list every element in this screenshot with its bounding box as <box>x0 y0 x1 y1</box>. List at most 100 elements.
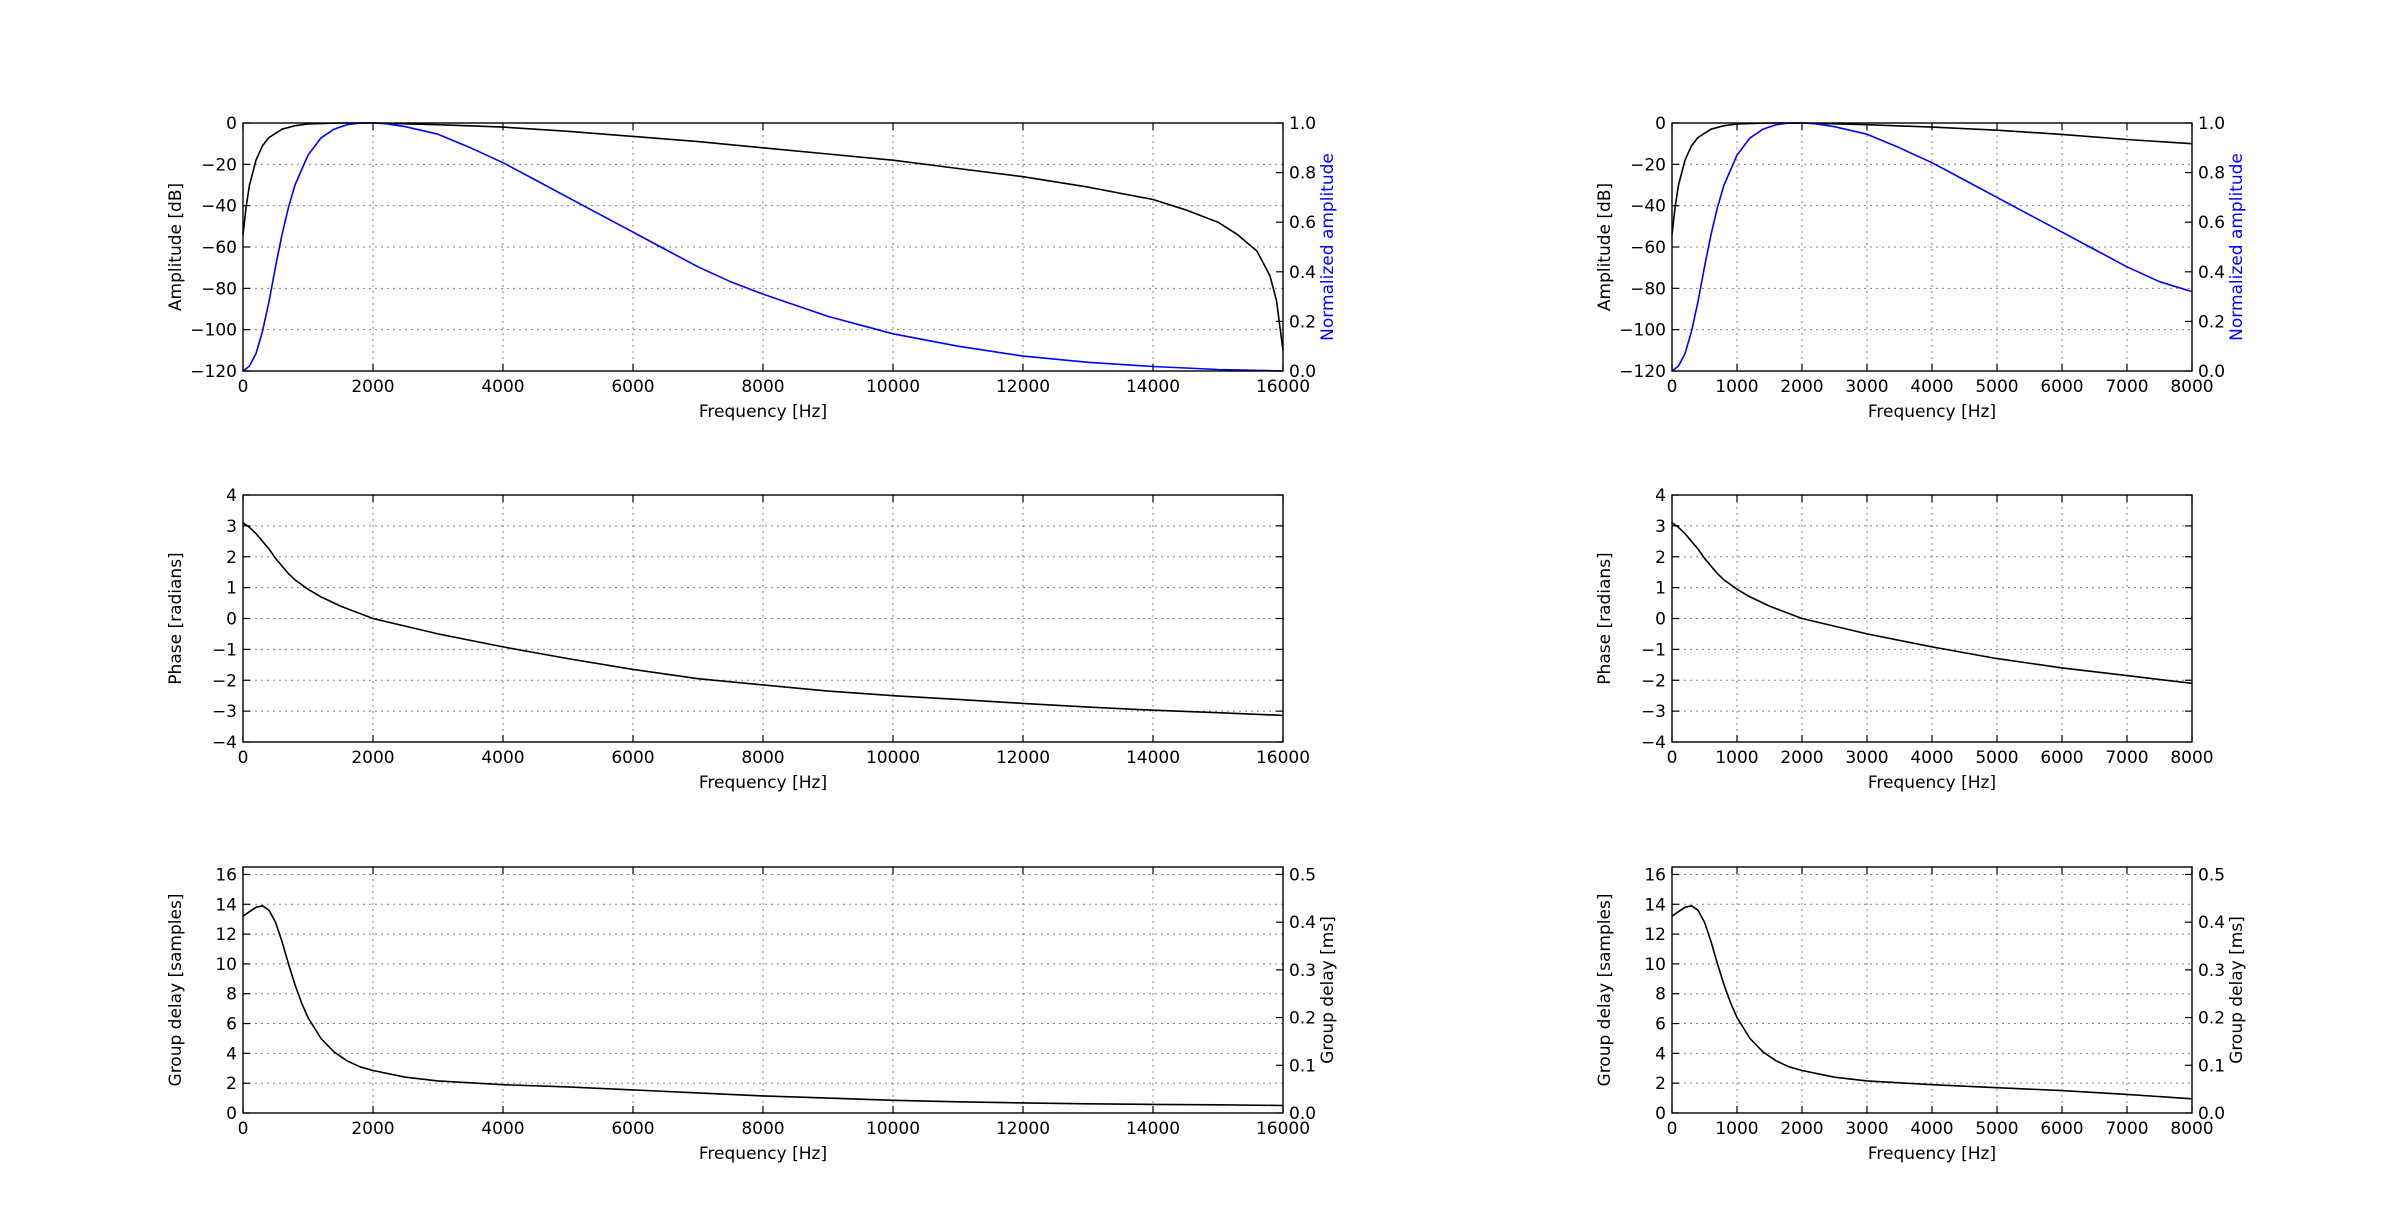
y-tick-label: −80 <box>1630 279 1666 299</box>
x-tick-label: 8000 <box>741 748 784 768</box>
x-axis-label: Frequency [Hz] <box>699 773 827 793</box>
x-tick-label: 7000 <box>2105 377 2148 397</box>
y2-tick-label: 0.8 <box>2198 164 2225 184</box>
y-tick-label: 8 <box>226 985 237 1005</box>
x-axis-label: Frequency [Hz] <box>1868 402 1996 422</box>
y2-tick-label: 0.1 <box>2198 1056 2225 1076</box>
y-tick-label: 4 <box>226 486 237 506</box>
y-tick-label: 0 <box>226 1104 237 1124</box>
subplot-right-group-delay: 0 1000 2000 3000 4000 5000 6000 7000 8000 0 2 4 6 8 10… <box>1595 865 2247 1164</box>
x-tick-label: 6000 <box>611 748 654 768</box>
x-tick-label: 6000 <box>2040 748 2083 768</box>
y-tick-label: 3 <box>1655 517 1666 537</box>
x-tick-label: 4000 <box>1910 748 1953 768</box>
y2-tick-label: 0.2 <box>2198 1009 2225 1029</box>
series-line <box>1671 904 2193 1100</box>
subplot-left-phase: 0 2000 4000 6000 8000 10000 12000 14000 16000 −4 −… <box>166 486 1310 793</box>
x-tick-label: 3000 <box>1845 748 1888 768</box>
y2-axis-label: Group delay [ms] <box>2227 916 2247 1064</box>
x-tick-label: 8000 <box>741 377 784 397</box>
y-tick-label: −40 <box>201 197 237 217</box>
y-tick-label: −1 <box>1641 640 1666 660</box>
y2-axis-label: Group delay [ms] <box>1318 916 1338 1064</box>
y2-tick-label: 0.5 <box>1289 865 1316 885</box>
x-tick-label: 6000 <box>611 377 654 397</box>
x-tick-label: 8000 <box>2170 1119 2213 1139</box>
y2-tick-label: 0.5 <box>2198 865 2225 885</box>
y-axis-label: Group delay [samples] <box>1595 894 1615 1087</box>
x-tick-label: 12000 <box>996 377 1050 397</box>
x-tick-label: 7000 <box>2105 748 2148 768</box>
y-tick-label: 4 <box>226 1044 237 1064</box>
x-tick-label: 4000 <box>481 1119 524 1139</box>
x-tick-label: 2000 <box>351 1119 394 1139</box>
y2-tick-label: 0.1 <box>1289 1056 1316 1076</box>
y-tick-label: −4 <box>212 733 237 753</box>
x-tick-label: 16000 <box>1256 748 1310 768</box>
subplot-right-phase: 0 1000 2000 3000 4000 5000 6000 7000 8000 −4 −3 −2 −… <box>1595 486 2214 793</box>
x-tick-label: 6000 <box>2040 1119 2083 1139</box>
y-tick-label: −60 <box>201 238 237 258</box>
x-tick-label: 0 <box>238 1119 249 1139</box>
y2-tick-label: 0.2 <box>1289 312 1316 332</box>
x-tick-label: 16000 <box>1256 377 1310 397</box>
y-tick-label: −80 <box>201 279 237 299</box>
x-tick-label: 14000 <box>1126 748 1180 768</box>
x-tick-label: 4000 <box>481 377 524 397</box>
x-tick-label: 4000 <box>1910 377 1953 397</box>
x-tick-label: 10000 <box>866 377 920 397</box>
x-tick-label: 7000 <box>2105 1119 2148 1139</box>
x-tick-label: 3000 <box>1845 377 1888 397</box>
y2-tick-label: 1.0 <box>2198 114 2225 134</box>
y2-axis-label: Normalized amplitude <box>1318 153 1338 341</box>
y-tick-label: −120 <box>190 362 237 382</box>
x-tick-label: 8000 <box>2170 377 2213 397</box>
y-tick-label: −20 <box>1630 155 1666 175</box>
y2-tick-label: 0.4 <box>1289 263 1316 283</box>
x-tick-label: 2000 <box>351 748 394 768</box>
y-axis-label: Phase [radians] <box>1595 552 1615 684</box>
y-tick-label: 0 <box>226 114 237 134</box>
subplot-right-amplitude: 0 1000 2000 3000 4000 5000 6000 7000 8000 −120 −10… <box>1595 114 2247 422</box>
y-tick-label: 14 <box>1644 895 1666 915</box>
y-tick-label: −2 <box>212 671 237 691</box>
y-tick-label: −4 <box>1641 733 1666 753</box>
y-tick-label: −20 <box>201 155 237 175</box>
y2-tick-label: 0.0 <box>2198 362 2225 382</box>
x-tick-label: 0 <box>238 748 249 768</box>
x-tick-label: 8000 <box>741 1119 784 1139</box>
y-tick-label: 1 <box>226 579 237 599</box>
y-tick-label: 0 <box>1655 114 1666 134</box>
y-tick-label: 2 <box>1655 1074 1666 1094</box>
x-tick-label: 10000 <box>866 748 920 768</box>
x-tick-label: 0 <box>1667 1119 1678 1139</box>
y-tick-label: 2 <box>1655 548 1666 568</box>
x-tick-label: 14000 <box>1126 1119 1180 1139</box>
x-axis-label: Frequency [Hz] <box>1868 1144 1996 1164</box>
y-tick-label: −60 <box>1630 238 1666 258</box>
y-tick-label: −100 <box>1619 321 1666 341</box>
x-tick-label: 16000 <box>1256 1119 1310 1139</box>
y2-tick-label: 0.0 <box>2198 1104 2225 1124</box>
y-tick-label: 12 <box>1644 925 1666 945</box>
y-tick-label: −100 <box>190 321 237 341</box>
x-tick-label: 0 <box>238 377 249 397</box>
x-tick-label: 2000 <box>1780 1119 1823 1139</box>
y-tick-label: −3 <box>212 702 237 722</box>
y-tick-label: 14 <box>215 895 237 915</box>
y-tick-label: 16 <box>215 865 237 885</box>
x-tick-label: 12000 <box>996 748 1050 768</box>
y2-tick-label: 0.6 <box>1289 213 1316 233</box>
y-tick-label: 16 <box>1644 865 1666 885</box>
x-tick-label: 1000 <box>1715 377 1758 397</box>
y2-tick-label: 0.8 <box>1289 164 1316 184</box>
x-tick-label: 5000 <box>1975 748 2018 768</box>
y-tick-label: 4 <box>1655 1044 1666 1064</box>
x-tick-label: 14000 <box>1126 377 1180 397</box>
y-tick-label: −120 <box>1619 362 1666 382</box>
y2-tick-label: 0.0 <box>1289 1104 1316 1124</box>
x-tick-label: 12000 <box>996 1119 1050 1139</box>
x-tick-label: 4000 <box>481 748 524 768</box>
